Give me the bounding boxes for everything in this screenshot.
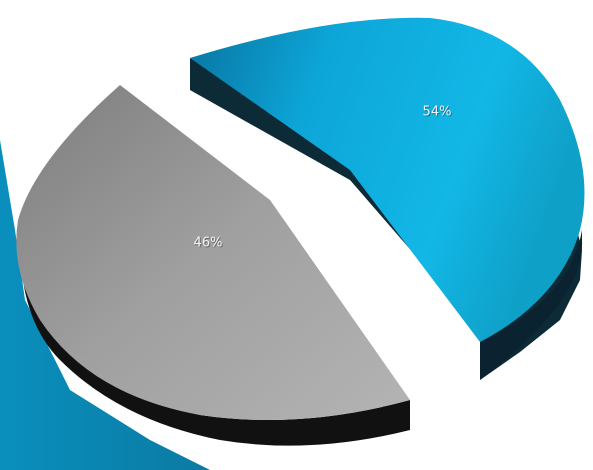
slice-54-top xyxy=(190,17,585,342)
background-band xyxy=(0,140,210,470)
svg-text:54%: 54% xyxy=(424,106,453,121)
slice-46 xyxy=(16,85,410,446)
slice-54-side-right xyxy=(480,230,583,380)
slice-label-46: 46% xyxy=(194,236,223,251)
slice-54 xyxy=(190,17,585,380)
slice-label-54: 54% xyxy=(423,105,452,120)
slice-46-side xyxy=(20,240,410,446)
svg-text:46%: 46% xyxy=(195,237,224,252)
slice-46-top xyxy=(16,85,410,420)
